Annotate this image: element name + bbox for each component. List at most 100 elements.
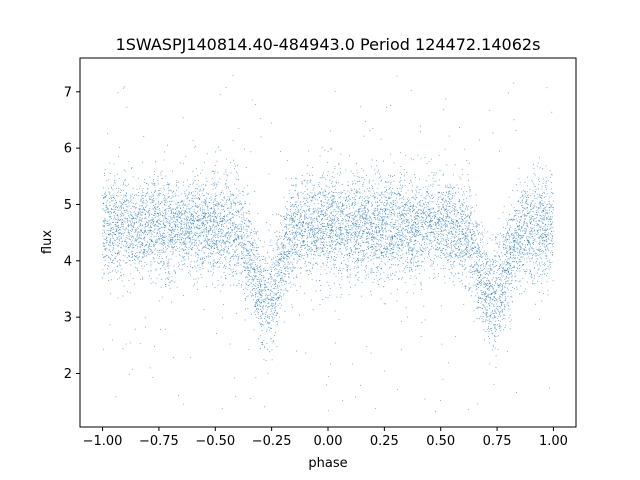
data-point	[400, 165, 402, 167]
data-point	[286, 209, 288, 211]
data-point	[141, 243, 143, 245]
data-point	[519, 238, 521, 240]
data-point	[259, 260, 261, 262]
data-point	[186, 237, 188, 238]
data-point	[204, 215, 206, 217]
data-point	[222, 240, 224, 242]
data-point	[535, 186, 536, 188]
data-point	[393, 204, 394, 206]
data-point	[388, 258, 390, 260]
data-point	[508, 269, 510, 271]
data-point	[471, 213, 472, 215]
data-point	[435, 248, 437, 250]
data-point	[177, 215, 178, 217]
data-point	[218, 240, 220, 242]
data-point	[500, 306, 502, 308]
data-point	[243, 248, 244, 250]
data-point	[179, 205, 181, 206]
data-point	[322, 191, 324, 193]
data-point	[152, 193, 154, 195]
data-point	[472, 230, 474, 232]
data-point	[134, 231, 136, 233]
data-point	[311, 264, 313, 266]
data-point	[276, 240, 278, 242]
data-point	[142, 278, 143, 280]
data-point	[176, 219, 177, 221]
data-point	[421, 288, 422, 290]
data-point	[205, 217, 207, 219]
data-point	[113, 232, 114, 234]
data-point	[172, 195, 174, 197]
data-point	[466, 219, 468, 221]
data-point	[276, 244, 278, 246]
data-point	[464, 228, 466, 229]
data-point	[132, 202, 134, 204]
data-point	[476, 283, 478, 284]
data-point	[251, 295, 253, 296]
data-point	[210, 220, 212, 222]
data-point	[270, 305, 272, 307]
data-point	[411, 249, 413, 251]
data-point	[241, 250, 243, 252]
data-point	[411, 253, 413, 255]
data-point	[247, 253, 249, 255]
data-point	[545, 185, 547, 186]
data-point	[130, 215, 132, 216]
data-point	[278, 258, 280, 260]
data-point	[340, 229, 342, 231]
data-point	[400, 184, 402, 186]
data-point	[344, 216, 346, 218]
data-point	[263, 276, 265, 278]
data-point	[183, 295, 185, 296]
data-point	[144, 225, 146, 227]
data-point	[466, 191, 468, 192]
data-point	[242, 281, 244, 283]
data-point	[434, 222, 436, 223]
data-point	[158, 204, 160, 205]
data-point	[465, 252, 467, 254]
data-point	[183, 226, 185, 228]
data-point	[313, 251, 315, 253]
data-point	[193, 201, 195, 203]
data-point	[155, 215, 157, 217]
data-point	[422, 238, 424, 240]
data-point	[502, 291, 504, 293]
data-point	[132, 247, 133, 249]
data-point	[516, 261, 518, 263]
data-point	[434, 216, 436, 217]
data-point	[298, 221, 300, 223]
data-point	[471, 263, 473, 265]
data-point	[443, 219, 445, 221]
data-point	[386, 223, 388, 225]
data-point	[440, 226, 442, 228]
data-point	[189, 218, 191, 220]
data-point	[461, 214, 462, 216]
data-point	[526, 257, 528, 259]
data-point	[303, 201, 304, 203]
data-point	[167, 183, 169, 185]
data-point	[316, 245, 318, 247]
data-point	[265, 289, 267, 291]
data-point	[345, 199, 347, 201]
data-point	[434, 222, 436, 223]
data-point	[133, 222, 135, 223]
data-point	[483, 263, 484, 265]
data-point	[353, 197, 355, 199]
data-point	[250, 271, 252, 273]
data-point	[398, 245, 399, 246]
data-point	[191, 219, 193, 221]
data-point	[413, 240, 415, 242]
data-point	[215, 252, 217, 254]
data-point	[539, 214, 541, 216]
data-point	[527, 244, 528, 246]
data-point	[348, 203, 350, 205]
data-point	[471, 211, 473, 213]
data-point	[310, 262, 312, 264]
data-point	[437, 242, 438, 244]
data-point	[248, 261, 249, 263]
data-point	[189, 241, 191, 243]
data-point	[494, 309, 495, 311]
data-point	[503, 304, 505, 306]
data-point	[533, 164, 534, 165]
data-point	[165, 198, 167, 200]
